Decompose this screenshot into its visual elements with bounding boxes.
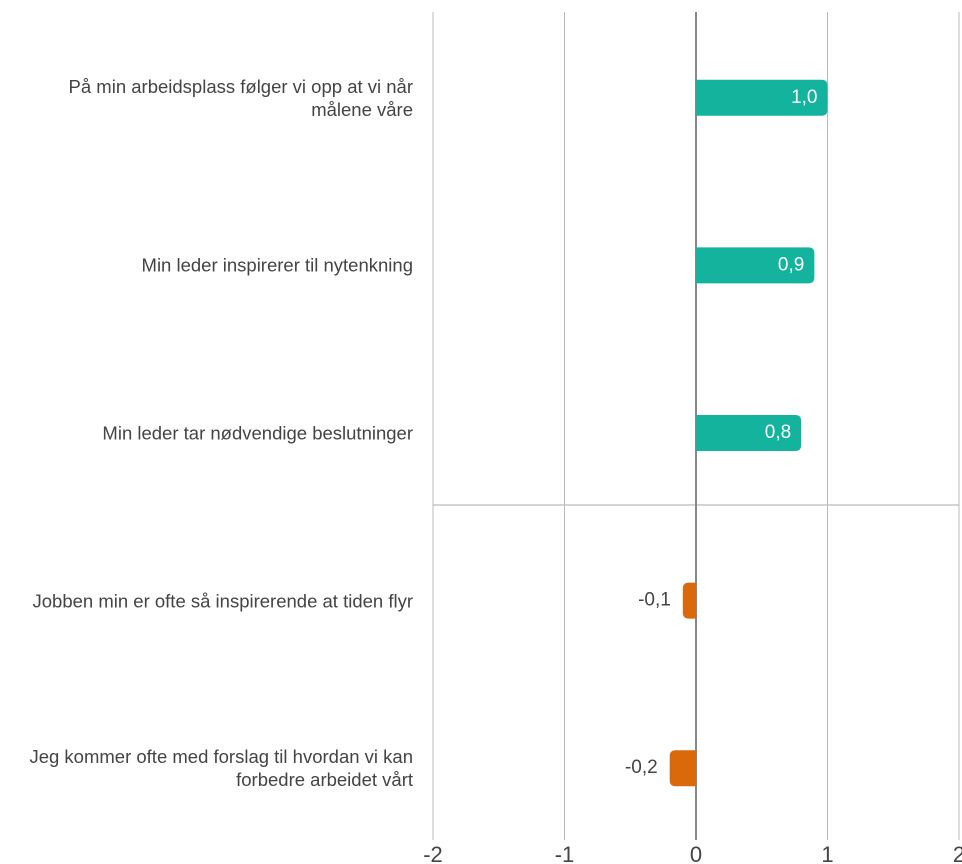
value-label: 1,0 [791, 87, 817, 108]
x-tick-label: 1 [821, 842, 833, 864]
value-label: 0,8 [765, 422, 791, 443]
x-tick-label: -1 [555, 842, 575, 864]
category-label: Jobben min er ofte så inspirerende at ti… [32, 590, 414, 612]
bar [669, 750, 696, 787]
category-label: Min leder inspirerer til nytenkning [141, 254, 413, 276]
category-label: Jeg kommer ofte med forslag til hvordan … [29, 746, 413, 791]
value-label: 0,9 [778, 254, 804, 275]
value-label: -0,2 [625, 757, 658, 778]
bar [696, 415, 802, 451]
x-tick-label: -2 [423, 842, 443, 864]
bar [682, 582, 696, 619]
x-tick-label: 0 [690, 842, 702, 864]
bar [696, 79, 828, 116]
category-label: På min arbeidsplass følger vi opp at vi … [68, 75, 413, 120]
bar [696, 247, 815, 284]
value-label: -0,1 [638, 590, 671, 611]
x-tick-label: 2 [953, 842, 962, 864]
category-label: Min leder tar nødvendige beslutninger [102, 422, 413, 444]
